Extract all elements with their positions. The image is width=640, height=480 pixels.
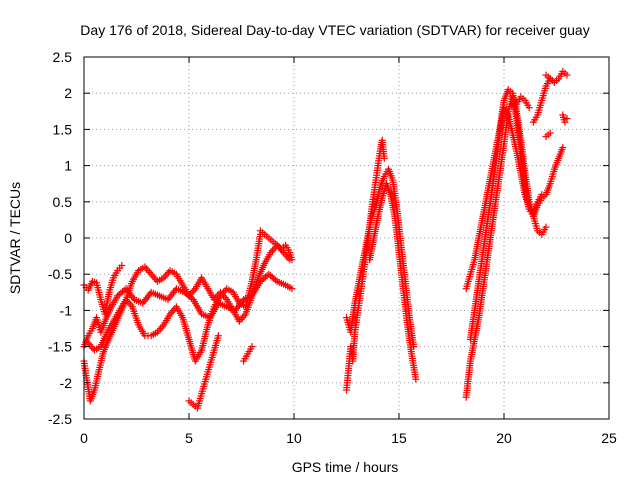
y-tick-label: -2: [60, 375, 73, 391]
y-tick-label: 2.5: [53, 49, 73, 65]
data-point: [546, 129, 554, 137]
x-tick-label: 15: [391, 430, 407, 446]
data-point-interp: [149, 272, 157, 280]
grid-layer: [84, 57, 609, 419]
data-point-interp: [272, 276, 280, 284]
data-point-interp: [146, 268, 154, 276]
chart-title: Day 176 of 2018, Sidereal Day-to-day VTE…: [80, 22, 589, 38]
data-point-interp: [239, 314, 247, 322]
marks-layer: [80, 67, 571, 412]
data-point: [248, 343, 256, 351]
data-point-interp: [221, 286, 229, 294]
data-point: [288, 256, 296, 264]
data-point: [542, 223, 550, 231]
y-tick-label: 1.5: [53, 121, 73, 137]
data-point: [563, 115, 571, 123]
data-point: [563, 71, 571, 79]
x-tick-label: 25: [601, 430, 617, 446]
x-tick-label: 0: [80, 430, 88, 446]
data-point: [118, 262, 126, 270]
data-point: [561, 118, 569, 126]
y-tick-label: 0: [64, 230, 72, 246]
x-tick-label: 10: [286, 430, 302, 446]
y-tick-label: 2: [64, 85, 72, 101]
data-point-interp: [142, 265, 150, 273]
data-point-interp: [283, 252, 291, 260]
data-point: [288, 285, 296, 293]
data-point: [214, 332, 222, 340]
data-point: [559, 144, 567, 151]
y-axis-label: SDTVAR / TECUs: [7, 182, 23, 294]
y-tick-label: 0.5: [53, 194, 73, 210]
x-tick-label: 20: [496, 430, 512, 446]
data-point-interp: [157, 325, 165, 332]
data-point-interp: [165, 268, 173, 276]
y-tick-label: -1: [60, 302, 73, 318]
data-point: [380, 154, 388, 162]
data-point: [538, 191, 546, 199]
data-point: [525, 104, 533, 112]
x-tick-label: 5: [185, 430, 193, 446]
data-point-interp: [152, 276, 160, 284]
data-point-interp: [169, 306, 177, 314]
data-point-interp: [89, 344, 97, 352]
y-tick-label: -2.5: [48, 411, 72, 427]
ticks-layer: 0 5 10 15 20 25 -2.5 -2 -1.5 -1 -0.5 0 0.5 1 1.5 2 2.5: [48, 49, 617, 446]
data-point: [412, 375, 420, 383]
data-point-interp: [281, 250, 289, 258]
plot-frame: [83, 56, 610, 420]
y-tick-label: -0.5: [48, 266, 72, 282]
x-axis-label: GPS time / hours: [292, 459, 399, 475]
data-point-interp: [270, 245, 278, 253]
y-tick-label: 1: [64, 158, 72, 174]
y-tick-label: -1.5: [48, 339, 72, 355]
data-point: [147, 270, 155, 278]
